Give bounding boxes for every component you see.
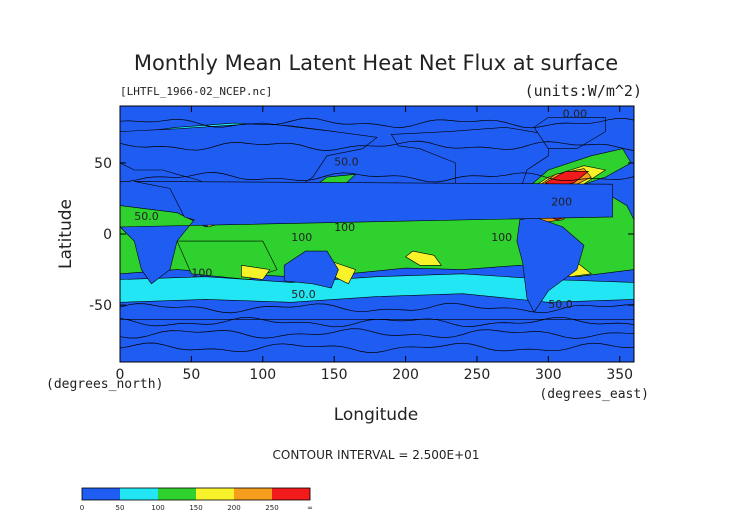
contour-label: 0.00 <box>563 107 588 120</box>
y-tick-label: 50 <box>94 156 112 172</box>
y-tick-label: 0 <box>103 227 112 243</box>
contour-label: 100 <box>491 231 512 244</box>
x-tick-label: 200 <box>392 367 419 383</box>
south-america-land <box>516 216 585 313</box>
contour-label: 50.0 <box>291 288 316 301</box>
y-unit-label: (degrees_north) <box>46 377 163 392</box>
x-tick-label: 300 <box>535 367 562 383</box>
colorbar-swatch <box>120 488 140 500</box>
australia-land <box>283 250 339 289</box>
colorbar: 0 50 100 150 200 250 ∞ <box>80 487 313 512</box>
colorbar-swatch <box>177 488 197 500</box>
colorbar-swatch <box>139 488 159 500</box>
contour-line <box>119 302 635 314</box>
flux-field-regions <box>119 117 635 363</box>
contour-line <box>119 117 635 129</box>
x-tick-label: 350 <box>606 367 633 383</box>
x-tick-label: 50 <box>182 367 200 383</box>
x-axis-ticks: 0 50 100 150 200 250 300 350 <box>116 106 633 383</box>
contour-line <box>119 140 635 151</box>
contour-lines <box>119 117 635 353</box>
x-tick-label: 150 <box>321 367 348 383</box>
contour-line <box>119 342 635 353</box>
y-axis-label: Latitude <box>56 199 76 269</box>
colorbar-swatch <box>215 488 235 500</box>
colorbar-tick-label: 250 <box>265 504 278 512</box>
colorbar-tick-label: 50 <box>116 504 125 512</box>
colorbar-swatch <box>234 488 254 500</box>
antarctic-blue <box>119 319 635 363</box>
map-panel: 0.00 50.0 50.0 100 100 100 100 50.0 50.0 200 <box>119 105 635 363</box>
contour-labels: 0.00 50.0 50.0 100 100 100 100 50.0 50.0 200 <box>134 107 587 311</box>
x-tick-label: 250 <box>464 367 491 383</box>
south-indian-yellow <box>241 264 271 280</box>
chart-title: Monthly Mean Latent Heat Net Flux at sur… <box>134 51 618 75</box>
colorbar-swatch <box>196 488 216 500</box>
x-axis-label: Longitude <box>334 405 419 425</box>
file-label: [LHTFL_1966-02_NCEP.nc] <box>120 85 272 98</box>
colorbar-swatch <box>272 488 292 500</box>
colorbar-swatch <box>253 488 273 500</box>
contour-interval-label: CONTOUR INTERVAL = 2.500E+01 <box>273 448 480 462</box>
contour-label: 100 <box>191 267 212 280</box>
colorbar-tick-label: ∞ <box>307 504 313 512</box>
contour-line <box>119 328 635 339</box>
contour-label: 200 <box>551 196 572 209</box>
contour-line <box>119 316 635 328</box>
colorbar-tick-label: 0 <box>80 504 84 512</box>
contour-label: 50.0 <box>548 298 573 311</box>
contour-label: 100 <box>291 231 312 244</box>
colorbar-swatch <box>101 488 121 500</box>
x-tick-label: 0 <box>116 367 125 383</box>
colorbar-tick-label: 200 <box>227 504 240 512</box>
y-tick-label: -50 <box>89 298 112 314</box>
colorbar-swatch <box>158 488 178 500</box>
colorbar-swatch <box>291 488 311 500</box>
x-unit-label: (degrees_east) <box>539 387 649 402</box>
contour-label: 100 <box>334 221 355 234</box>
colorbar-tick-label: 150 <box>189 504 202 512</box>
south-pacific-yellow <box>405 250 442 266</box>
contour-label: 50.0 <box>134 210 159 223</box>
colorbar-swatch <box>82 488 102 500</box>
contour-line <box>119 172 635 183</box>
colorbar-tick-label: 100 <box>151 504 164 512</box>
x-tick-label: 100 <box>249 367 276 383</box>
units-label: (units:W/m^2) <box>525 82 642 100</box>
colorbar-frame <box>81 487 311 501</box>
y-axis-ticks: 50 0 -50 <box>89 156 634 314</box>
contour-label: 50.0 <box>334 156 359 169</box>
